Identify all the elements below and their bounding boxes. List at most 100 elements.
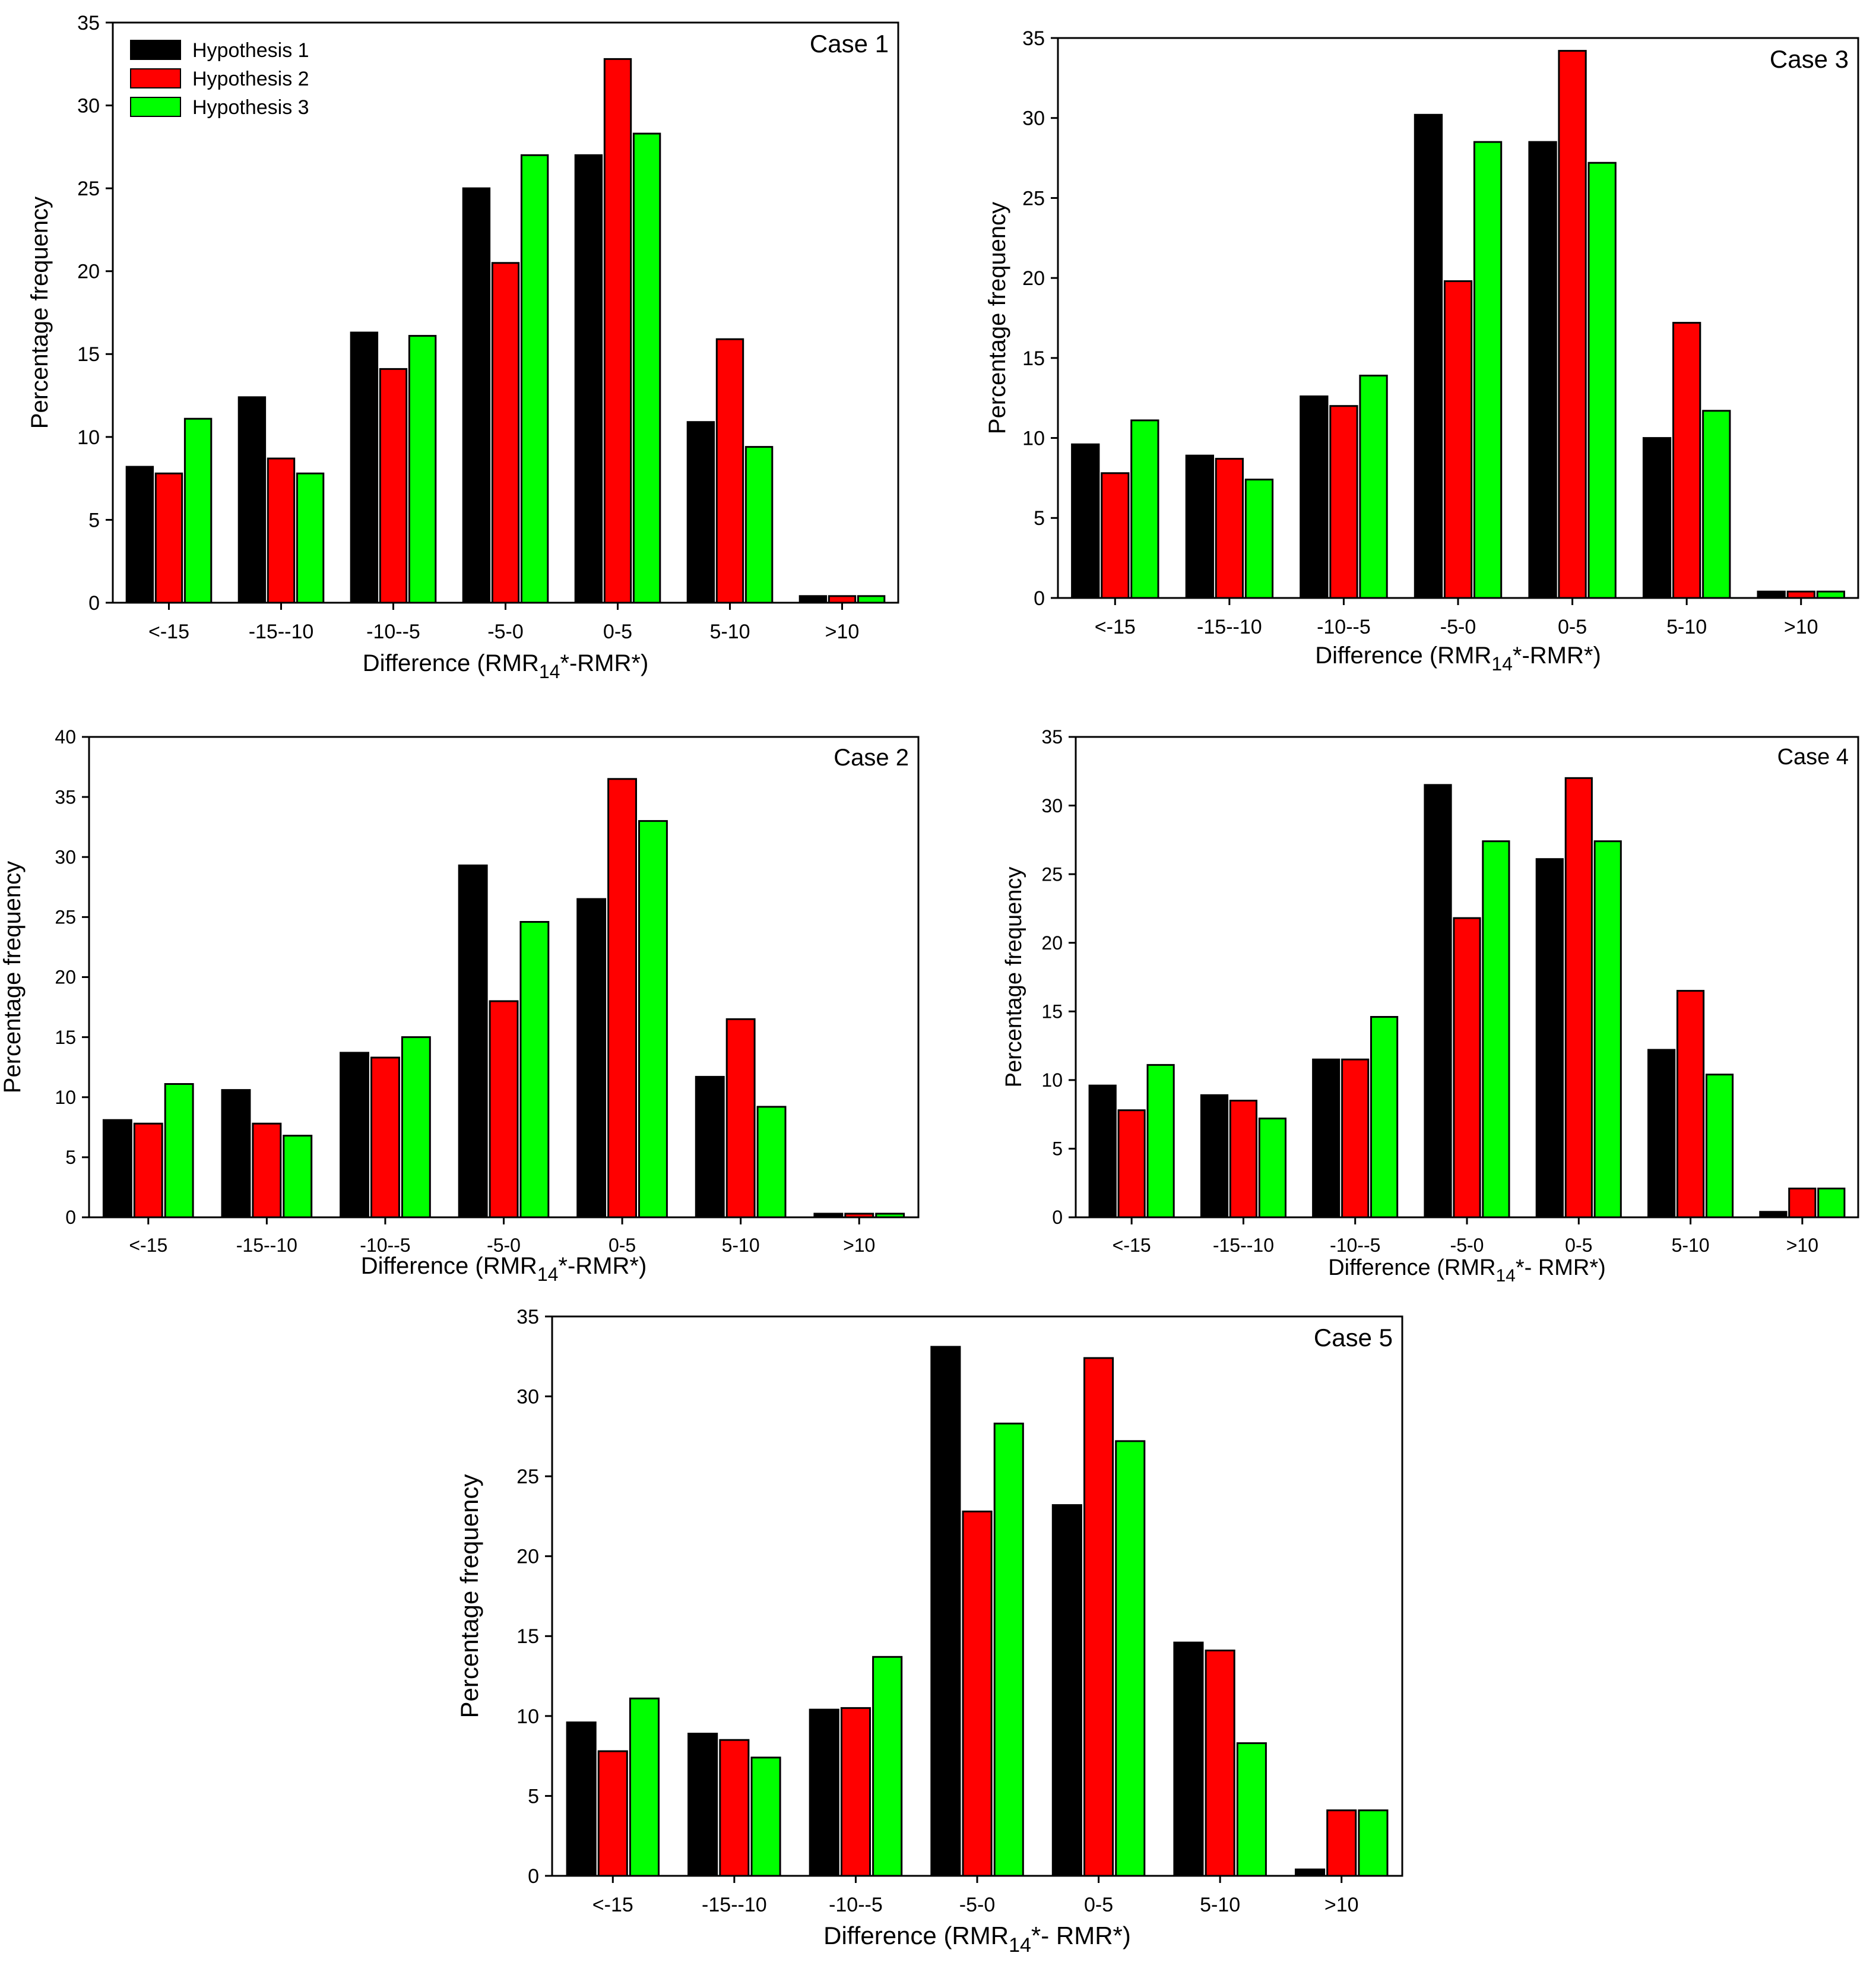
bar [1215, 458, 1244, 599]
y-tick-label: 35 [1022, 27, 1045, 50]
y-tick-label: 0 [1052, 1207, 1063, 1228]
x-tick-label: 0-5 [603, 621, 632, 643]
bar [1244, 479, 1274, 599]
bar [638, 820, 668, 1218]
y-tick-label: 20 [516, 1546, 539, 1568]
x-tick-label: <-15 [592, 1894, 633, 1916]
bar [1229, 1100, 1258, 1218]
x-tick-label: 0-5 [1565, 1235, 1592, 1256]
x-tick-label: -15--10 [702, 1894, 767, 1916]
bar [1358, 1809, 1389, 1877]
bar [1647, 1049, 1676, 1218]
bar [1473, 141, 1503, 599]
bar [1312, 1058, 1341, 1218]
bar [719, 1739, 750, 1877]
plot-frame [551, 1315, 1403, 1877]
bar [744, 446, 774, 604]
x-tick-label: -15--10 [1213, 1235, 1274, 1256]
bar [489, 1000, 519, 1218]
bar [1424, 784, 1452, 1218]
x-tick-label: 0-5 [609, 1235, 636, 1256]
x-tick-label: -15--10 [236, 1235, 297, 1256]
plot-frame [1057, 37, 1859, 599]
bar [1258, 1118, 1287, 1218]
y-tick-label: 15 [516, 1625, 539, 1648]
y-tick-label: 25 [1022, 187, 1045, 210]
x-tick-label: 5-10 [1666, 616, 1707, 638]
x-tick-label: <-15 [129, 1235, 167, 1256]
x-tick-label: -10--5 [829, 1894, 883, 1916]
legend-label: Hypothesis 3 [192, 96, 309, 119]
bar [1326, 1809, 1357, 1877]
bar [1453, 917, 1481, 1218]
bar [1205, 1650, 1235, 1877]
bar [566, 1721, 597, 1877]
bar [1130, 419, 1159, 599]
y-tick-label: 35 [77, 12, 100, 34]
y-tick-label: 30 [1022, 107, 1045, 130]
bar [1370, 1016, 1399, 1218]
bar [1236, 1742, 1267, 1877]
y-tick-label: 30 [516, 1385, 539, 1408]
bar [296, 472, 325, 604]
x-tick-label: 5-10 [722, 1235, 760, 1256]
y-tick-label: 15 [1022, 347, 1045, 370]
bar [1173, 1641, 1204, 1877]
bar [350, 331, 379, 604]
bar [462, 187, 491, 604]
bar [520, 154, 549, 604]
bar [252, 1122, 282, 1218]
y-tick-label: 0 [65, 1207, 76, 1228]
bar [1088, 1084, 1117, 1218]
bar [1702, 410, 1731, 599]
bar [401, 1036, 431, 1218]
y-tick-label: 0 [528, 1865, 539, 1888]
plot-frame [88, 736, 920, 1218]
bar [1528, 141, 1557, 599]
chart-title: Case 3 [1770, 45, 1849, 73]
bar [164, 1083, 194, 1218]
bar [1757, 590, 1786, 599]
y-tick-label: 20 [1022, 267, 1045, 290]
x-tick-label: -15--10 [249, 621, 314, 643]
y-tick-label: 20 [1041, 932, 1063, 954]
chart-title: Case 1 [810, 30, 889, 58]
x-tick-label: -10--5 [366, 621, 420, 643]
y-tick-label: 25 [516, 1466, 539, 1488]
x-tick-label: 0-5 [1558, 616, 1587, 638]
x-tick-label: 5-10 [1672, 1235, 1710, 1256]
bar [133, 1122, 163, 1218]
bar [1593, 840, 1622, 1218]
legend-swatch [130, 40, 181, 60]
bar [798, 595, 828, 604]
bar [1676, 990, 1705, 1218]
x-axis-label: Difference (RMR14*- RMR*) [1328, 1255, 1606, 1286]
y-tick-label: 10 [1022, 427, 1045, 450]
x-tick-label: -15--10 [1197, 616, 1262, 638]
chart-title: Case 4 [1777, 745, 1849, 770]
bar [458, 864, 488, 1218]
y-tick-label: 5 [65, 1147, 76, 1168]
bar [340, 1052, 369, 1218]
chart-panel-2: <-15 -15--10 -10--5 -5-0 0-5 5-10 >10 0 5 10 15 20 2… [984, 27, 1859, 675]
bar [576, 898, 607, 1218]
bar [857, 595, 886, 604]
bar [840, 1707, 872, 1877]
bar [750, 1756, 781, 1877]
bar [237, 396, 267, 604]
x-axis-label: Difference (RMR14*-RMR*) [1315, 642, 1601, 675]
chart-panel-3: <-15 -15--10 -10--5 -5-0 0-5 5-10 >10 0 5 10 15 20 2… [0, 726, 920, 1285]
chart-panel-5: <-15 -15--10 -10--5 -5-0 0-5 5-10 >10 0 5 10 15 20 2… [455, 1306, 1403, 1957]
y-tick-label: 0 [88, 592, 100, 615]
bar [519, 921, 550, 1218]
x-tick-label: >10 [1786, 1235, 1818, 1256]
bar [607, 778, 637, 1218]
y-tick-label: 15 [55, 1027, 76, 1048]
x-tick-label: 0-5 [1084, 1894, 1113, 1916]
bar [1414, 113, 1443, 599]
bar [1101, 472, 1130, 599]
x-tick-label: -10--5 [1330, 1235, 1380, 1256]
x-tick-label: 5-10 [1200, 1894, 1240, 1916]
bar [632, 132, 661, 604]
bar [603, 58, 632, 604]
